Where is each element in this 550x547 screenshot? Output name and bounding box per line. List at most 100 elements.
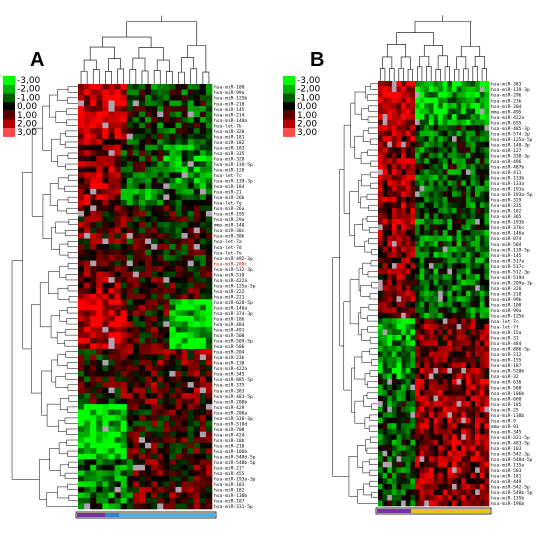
- heatmap-cell: [415, 180, 420, 187]
- heatmap-cell: [475, 379, 481, 385]
- heatmap-cell: [410, 483, 416, 490]
- heatmap-cell: [145, 227, 152, 234]
- heatmap-cell: [102, 199, 109, 206]
- heatmap-cell: [456, 329, 462, 336]
- row-label: hsa-miR-496: [491, 159, 522, 165]
- heatmap-cell: [205, 442, 213, 449]
- heatmap-cell: [479, 379, 485, 385]
- heatmap-cell: [433, 307, 439, 314]
- heatmap-cell: [465, 417, 471, 424]
- heatmap-cell: [90, 227, 97, 234]
- heatmap-cell: [452, 434, 457, 441]
- heatmap-cell: [199, 155, 207, 162]
- heatmap-cell: [470, 329, 476, 336]
- heatmap-cell: [424, 274, 430, 280]
- heatmap-cell: [479, 395, 485, 402]
- heatmap-cell: [102, 393, 109, 399]
- heatmap-cell: [90, 431, 97, 438]
- row-label: hsa-miR-183: [214, 145, 245, 151]
- heatmap-cell: [102, 315, 109, 322]
- heatmap-cell: [424, 119, 430, 126]
- heatmap-cell: [193, 106, 201, 112]
- heatmap-cell: [405, 252, 411, 258]
- row-label: hsa-miR-548b-5p: [491, 490, 533, 496]
- heatmap-cell: [405, 379, 411, 385]
- heatmap-cell: [108, 437, 115, 444]
- heatmap-cell: [120, 503, 128, 510]
- heatmap-cell: [461, 285, 467, 292]
- heatmap-cell: [465, 169, 471, 176]
- heatmap-cell: [114, 337, 121, 344]
- heatmap-cell: [479, 450, 485, 457]
- heatmap-cell: [187, 409, 195, 416]
- heatmap-cell: [163, 337, 170, 344]
- heatmap-cell: [424, 483, 430, 490]
- heatmap-cell: [169, 348, 176, 355]
- heatmap-cell: [479, 263, 485, 269]
- heatmap-cell: [410, 180, 416, 187]
- heatmap-cell: [84, 172, 91, 179]
- heatmap-cell: [484, 224, 490, 231]
- heatmap-cell: [456, 373, 462, 380]
- heatmap-cell: [387, 406, 393, 413]
- heatmap-cell: [405, 279, 411, 286]
- heatmap-cell: [145, 299, 152, 306]
- heatmap-cell: [151, 95, 158, 101]
- heatmap-cell: [181, 106, 188, 112]
- heatmap-cell: [456, 362, 462, 369]
- heatmap-cell: [484, 373, 490, 380]
- heatmap-cell: [461, 108, 467, 115]
- heatmap-cell: [132, 382, 140, 388]
- heatmap-cell: [470, 230, 476, 236]
- heatmap-cell: [461, 351, 467, 358]
- heatmap-cell: [78, 326, 85, 333]
- legend-swatch: [3, 128, 15, 137]
- heatmap-cell: [157, 227, 164, 234]
- heatmap-cell: [78, 238, 85, 245]
- heatmap-cell: [484, 185, 490, 192]
- heatmap-cell: [456, 81, 462, 87]
- heatmap-cell: [78, 150, 85, 157]
- dendrogram-branch: [65, 130, 78, 137]
- heatmap-cell: [187, 255, 195, 261]
- heatmap-cell: [169, 150, 176, 157]
- heatmap-cell: [410, 263, 416, 269]
- heatmap-cell: [428, 423, 434, 430]
- heatmap-cell: [78, 227, 85, 234]
- heatmap-cell: [387, 196, 393, 203]
- heatmap-cell: [163, 144, 170, 151]
- heatmap-cell: [396, 86, 402, 93]
- heatmap-cell: [415, 373, 420, 380]
- heatmap-cell: [387, 445, 393, 452]
- dendrogram-branch: [64, 340, 78, 347]
- heatmap-cell: [193, 453, 201, 460]
- heatmap-cell: [401, 450, 407, 457]
- heatmap-cell: [138, 343, 146, 350]
- heatmap-cell: [484, 241, 490, 247]
- heatmap-cell: [419, 395, 425, 402]
- heatmap-cell: [157, 111, 164, 118]
- heatmap-cell: [405, 456, 411, 463]
- heatmap-cell: [126, 133, 134, 140]
- heatmap-cell: [181, 453, 188, 460]
- heatmap-cell: [424, 235, 430, 242]
- heatmap-cell: [102, 128, 109, 134]
- heatmap-cell: [382, 202, 388, 209]
- legend-swatch: [3, 84, 15, 94]
- heatmap-cell: [387, 141, 393, 148]
- heatmap-cell: [205, 266, 213, 272]
- heatmap-cell: [442, 301, 448, 308]
- heatmap-cell: [447, 373, 453, 380]
- heatmap-cell: [126, 293, 134, 300]
- heatmap-cell: [465, 180, 471, 187]
- heatmap-cell: [378, 246, 383, 253]
- dendrogram-branch: [138, 47, 164, 61]
- heatmap-cell: [484, 119, 490, 126]
- heatmap-cell: [447, 136, 453, 143]
- heatmap-cell: [108, 415, 115, 421]
- row-label: hsa-miR-31: [491, 336, 519, 342]
- row-label: hsa-miR-139-5p: [491, 247, 530, 253]
- row-label: hsa-miR-139-3p: [491, 87, 530, 93]
- heatmap-cell: [157, 282, 164, 289]
- heatmap-cell: [424, 434, 430, 441]
